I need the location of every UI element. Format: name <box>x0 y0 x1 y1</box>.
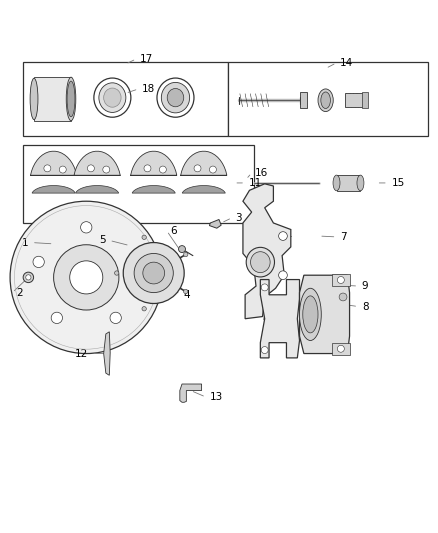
Circle shape <box>26 275 31 280</box>
Ellipse shape <box>161 83 190 113</box>
Text: 11: 11 <box>249 178 262 188</box>
Polygon shape <box>243 184 291 319</box>
Bar <box>228 62 428 136</box>
Text: 16: 16 <box>255 168 268 178</box>
Circle shape <box>103 166 110 173</box>
Polygon shape <box>209 220 221 228</box>
Circle shape <box>261 284 268 291</box>
Circle shape <box>209 166 216 173</box>
Ellipse shape <box>300 288 321 341</box>
Bar <box>332 274 350 286</box>
Ellipse shape <box>357 175 364 191</box>
Text: 1: 1 <box>22 238 28 247</box>
Text: 4: 4 <box>184 290 190 300</box>
Ellipse shape <box>251 252 270 272</box>
Circle shape <box>339 293 347 301</box>
Circle shape <box>142 306 146 311</box>
Circle shape <box>134 254 173 293</box>
Circle shape <box>59 166 66 173</box>
Circle shape <box>51 312 63 324</box>
Ellipse shape <box>99 83 126 112</box>
Circle shape <box>23 272 34 282</box>
Bar <box>23 144 254 223</box>
Bar <box>34 77 71 120</box>
Circle shape <box>33 256 44 268</box>
Polygon shape <box>75 185 119 193</box>
Text: 14: 14 <box>340 58 353 68</box>
Circle shape <box>70 261 103 294</box>
Ellipse shape <box>104 88 121 107</box>
Circle shape <box>88 165 94 172</box>
Bar <box>300 92 307 108</box>
Circle shape <box>123 243 184 303</box>
Ellipse shape <box>67 81 75 117</box>
Text: 2: 2 <box>16 288 22 297</box>
Circle shape <box>10 201 162 353</box>
Circle shape <box>53 245 119 310</box>
Circle shape <box>159 166 166 173</box>
Ellipse shape <box>30 78 38 119</box>
Text: 5: 5 <box>99 236 106 245</box>
Circle shape <box>337 277 344 284</box>
Ellipse shape <box>303 296 318 333</box>
Polygon shape <box>132 185 175 193</box>
Circle shape <box>184 289 188 294</box>
Circle shape <box>81 222 92 233</box>
Polygon shape <box>131 151 177 175</box>
Polygon shape <box>74 151 120 175</box>
Text: 18: 18 <box>142 84 155 94</box>
Text: 7: 7 <box>340 232 346 242</box>
Circle shape <box>184 252 188 257</box>
Text: 15: 15 <box>391 178 405 188</box>
Text: 17: 17 <box>140 54 153 64</box>
Bar <box>336 175 360 191</box>
Text: 8: 8 <box>362 302 368 312</box>
Polygon shape <box>32 185 75 193</box>
Polygon shape <box>260 279 300 358</box>
Polygon shape <box>300 275 350 353</box>
Text: 9: 9 <box>362 281 368 291</box>
Circle shape <box>261 346 268 353</box>
Bar <box>362 92 368 108</box>
Circle shape <box>44 165 51 172</box>
Polygon shape <box>104 332 110 375</box>
Bar <box>345 93 363 107</box>
Ellipse shape <box>66 77 76 120</box>
Circle shape <box>143 262 165 284</box>
Text: 6: 6 <box>170 226 177 236</box>
Ellipse shape <box>333 175 340 191</box>
Circle shape <box>142 235 146 239</box>
Polygon shape <box>182 185 226 193</box>
Circle shape <box>179 246 185 253</box>
Circle shape <box>128 256 140 268</box>
Ellipse shape <box>157 78 194 117</box>
Text: 13: 13 <box>209 392 223 402</box>
Ellipse shape <box>318 89 333 111</box>
Circle shape <box>110 312 121 324</box>
Polygon shape <box>31 151 77 175</box>
Circle shape <box>194 165 201 172</box>
Circle shape <box>115 271 119 275</box>
Bar <box>23 62 228 136</box>
Polygon shape <box>180 384 201 402</box>
Circle shape <box>279 271 287 279</box>
Text: 10: 10 <box>266 317 279 327</box>
Ellipse shape <box>246 247 275 277</box>
Ellipse shape <box>94 78 131 117</box>
Circle shape <box>144 165 151 172</box>
Bar <box>332 343 350 355</box>
Ellipse shape <box>321 92 330 109</box>
Text: 12: 12 <box>75 349 88 359</box>
Circle shape <box>337 345 344 352</box>
Ellipse shape <box>167 88 184 107</box>
Text: 3: 3 <box>236 213 242 223</box>
Polygon shape <box>180 151 227 175</box>
Circle shape <box>279 232 287 240</box>
